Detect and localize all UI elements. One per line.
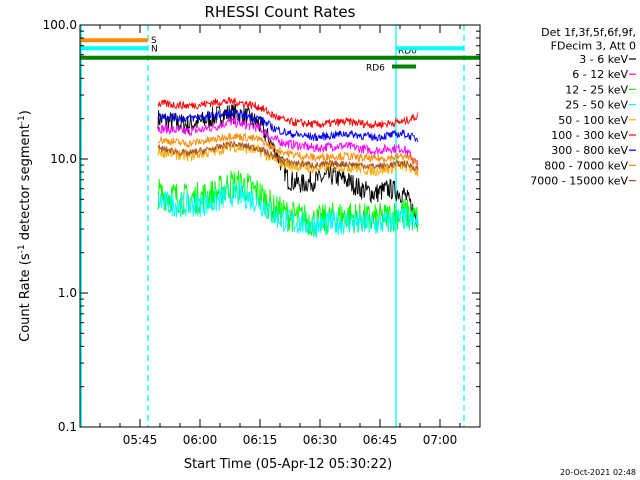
legend-label-2: 12 - 25 keV — [565, 83, 628, 96]
series-line-6 — [157, 108, 419, 142]
y-tick-label-1: 1.0 — [58, 286, 77, 300]
legend-label-8: 7000 - 15000 keV — [530, 175, 628, 188]
annotation-label-1: N — [151, 44, 158, 54]
y-tick-label-0: 0.1 — [58, 420, 77, 434]
legend-label-4: 50 - 100 keV — [558, 114, 628, 127]
legend-label-5: 100 - 300 keV — [551, 129, 628, 142]
x-axis-label: Start Time (05-Apr-12 05:30:22) — [184, 457, 392, 472]
y-axis-label: Count Rate (s-1 detector segment-1) — [17, 110, 33, 342]
y-tick-label-2: 10.0 — [50, 152, 77, 166]
legend-header-0: Det 1f,3f,5f,6f,9f, — [541, 26, 636, 39]
y-tick-label-3: 100.0 — [43, 18, 77, 32]
x-tick-label-5: 07:00 — [423, 433, 458, 447]
series-line-4 — [157, 139, 419, 177]
legend-label-1: 6 - 12 keV — [572, 68, 628, 81]
series-line-2 — [157, 170, 419, 237]
legend-label-6: 300 - 800 keV — [551, 144, 628, 157]
annotation-label-0: S — [151, 36, 157, 46]
chart-title: RHESSI Count Rates — [205, 3, 356, 21]
x-tick-label-0: 05:45 — [123, 433, 158, 447]
series-line-5 — [157, 96, 419, 130]
x-tick-label-1: 06:00 — [183, 433, 218, 447]
x-tick-label-3: 06:30 — [303, 433, 338, 447]
legend-label-3: 25 - 50 keV — [565, 99, 628, 112]
legend-header-1: FDecim 3, Att 0 — [551, 40, 636, 53]
series-line-3 — [157, 181, 419, 238]
legend-label-0: 3 - 6 keV — [579, 53, 628, 66]
x-tick-label-2: 06:15 — [243, 433, 278, 447]
legend-label-7: 800 - 7000 keV — [544, 159, 628, 172]
annotation-label-2: RD6 — [366, 64, 385, 74]
annotation-label-3: RD0 — [398, 47, 417, 57]
series-line-0 — [157, 104, 419, 229]
series-line-7 — [157, 132, 419, 166]
plot-frame — [79, 24, 481, 428]
timestamp: 20-Oct-2021 02:48 — [560, 468, 636, 477]
series-line-8 — [157, 140, 419, 172]
x-tick-label-4: 06:45 — [363, 433, 398, 447]
